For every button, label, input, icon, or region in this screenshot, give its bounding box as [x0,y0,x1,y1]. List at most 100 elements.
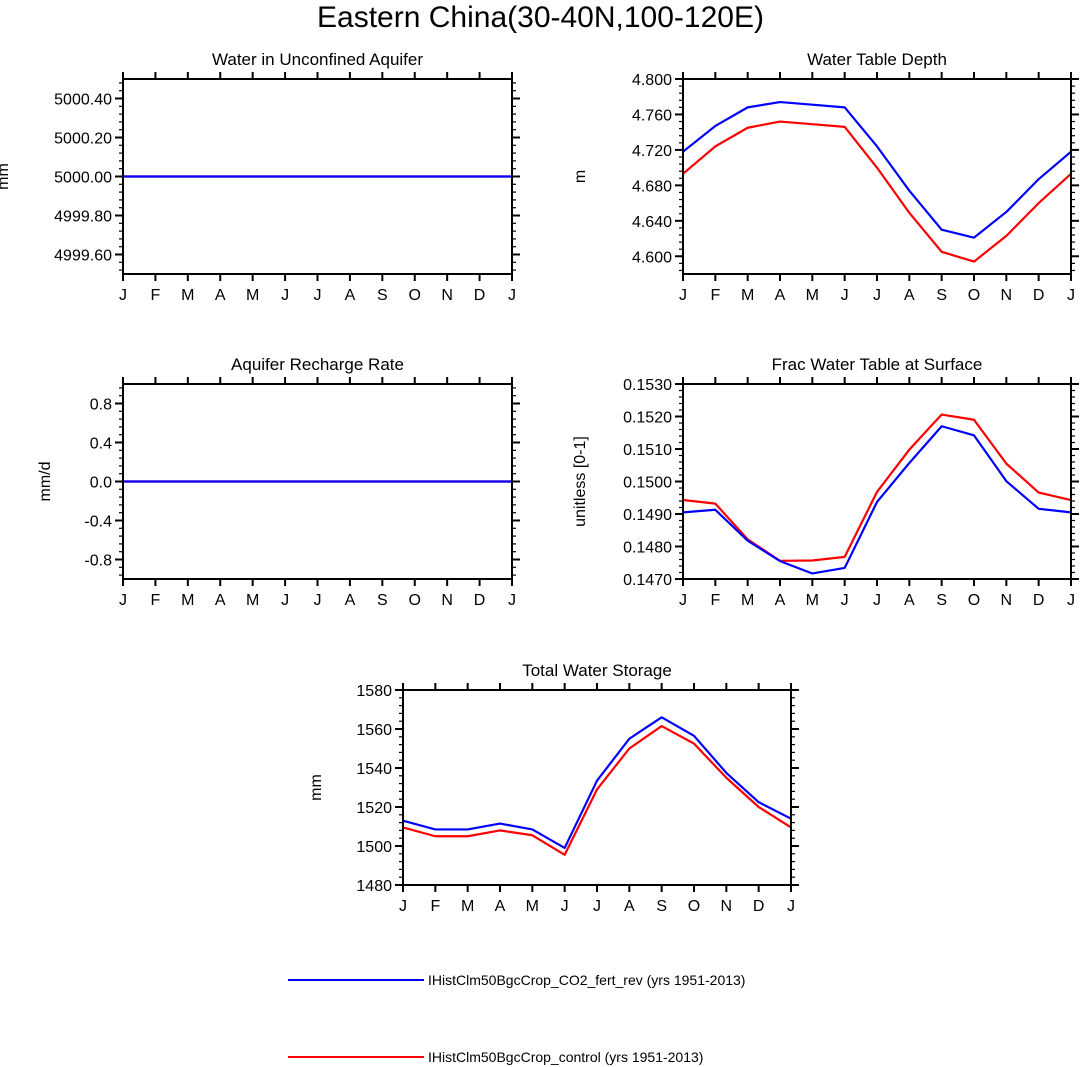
x-tick-label: J [679,592,687,609]
y-tick-label: 4.760 [632,107,672,124]
y-tick-label: 1500 [356,839,392,856]
y-axis-label: mm [308,774,325,801]
x-tick-label: D [474,592,486,609]
x-tick-label: A [624,898,635,915]
y-tick-label: 0.8 [90,397,112,414]
x-tick-label: J [508,592,516,609]
x-tick-label: S [377,287,388,304]
chart-title: Frac Water Table at Surface [772,355,983,374]
chart-panel-0: J F M A M J J A S O N D J 4999.60 4999.80 5000.00 5000.2… [0,50,520,304]
y-axis-label: unitless [0-1] [572,436,589,527]
y-tick-label: 5000.00 [54,170,112,187]
x-tick-label: F [430,898,440,915]
legend-label-control: IHistClm50BgcCrop_control (yrs 1951-2013… [428,1049,704,1065]
x-tick-label: M [806,287,819,304]
y-tick-label: 4999.80 [54,209,112,226]
y-tick-label: 0.0 [90,475,112,492]
legend-label-co2-fert-rev: IHistClm50BgcCrop_CO2_fert_rev (yrs 1951… [428,972,746,988]
chart-panel-4: J F M A M J J A S O N D J 1480 1500 1520 1540 1560 1580 Tot… [308,661,799,915]
x-tick-label: O [968,287,980,304]
x-tick-label: J [593,898,601,915]
x-tick-label: O [688,898,700,915]
x-tick-label: J [787,898,795,915]
series-line-control [682,120,1072,263]
y-tick-label: 0.4 [90,436,112,453]
chart-title: Aquifer Recharge Rate [231,355,404,374]
x-tick-label: A [215,287,226,304]
x-tick-label: M [526,898,539,915]
y-tick-label: 0.1520 [623,410,672,427]
x-tick-label: D [1033,592,1045,609]
y-tick-label: 0.1500 [623,475,672,492]
y-tick-label: 4.720 [632,143,672,160]
x-tick-label: S [377,592,388,609]
x-tick-label: J [841,592,849,609]
x-tick-label: A [495,898,506,915]
x-tick-label: J [1067,287,1075,304]
x-tick-label: S [656,898,667,915]
y-tick-label: 4.680 [632,178,672,195]
plot-frame [402,689,792,886]
x-tick-label: S [936,592,947,609]
chart-panel-2: J F M A M J J A S O N D J -0.8 -0.4 0.0 0.4 0.8 Aquifer Re… [37,355,520,609]
y-tick-label: 1480 [356,878,392,895]
x-tick-label: D [753,898,765,915]
y-tick-label: -0.8 [84,553,112,570]
y-tick-label: 0.1470 [623,572,672,589]
y-tick-label: 0.1490 [623,507,672,524]
chart-panel-3: J F M A M J J A S O N D J 0.1470 0.1480 0.1490 0.1500 0.1… [572,355,1079,609]
x-tick-label: F [151,592,161,609]
y-tick-label: -0.4 [84,514,112,531]
figure-title: Eastern China(30-40N,100-120E) [317,1,764,34]
x-tick-label: N [1001,287,1013,304]
chart-title: Total Water Storage [522,661,672,680]
x-tick-label: M [741,287,754,304]
y-tick-label: 5000.20 [54,131,112,148]
x-tick-label: M [246,287,259,304]
y-tick-label: 4999.60 [54,248,112,265]
x-tick-label: D [1033,287,1045,304]
x-tick-label: J [314,592,322,609]
x-tick-label: J [281,287,289,304]
chart-title: Water Table Depth [807,50,947,69]
x-tick-label: J [873,592,881,609]
series-line-control [402,724,792,856]
x-tick-label: J [281,592,289,609]
y-tick-label: 5000.40 [54,92,112,109]
y-axis-label: mm/d [37,462,54,502]
chart-panel-1: J F M A M J J A S O N D J 4.600 4.640 4.680 4.720 4.760 4.… [572,50,1079,304]
y-tick-label: 1540 [356,761,392,778]
x-tick-label: N [1001,592,1013,609]
y-tick-label: 4.640 [632,214,672,231]
y-tick-label: 0.1510 [623,442,672,459]
x-tick-label: A [904,287,915,304]
y-axis-label: m [572,170,589,183]
legend-line-control [288,1056,424,1058]
x-tick-label: M [246,592,259,609]
x-tick-label: J [119,592,127,609]
x-tick-label: N [441,287,453,304]
x-tick-label: A [775,287,786,304]
x-tick-label: M [806,592,819,609]
x-tick-label: J [314,287,322,304]
x-tick-label: A [775,592,786,609]
plot-frame [682,78,1072,275]
x-tick-label: A [345,287,356,304]
x-tick-label: F [710,592,720,609]
y-tick-label: 1520 [356,800,392,817]
x-tick-label: A [215,592,226,609]
x-tick-label: J [508,287,516,304]
x-tick-label: J [1067,592,1075,609]
x-tick-label: M [741,592,754,609]
x-tick-label: M [181,592,194,609]
x-tick-label: D [474,287,486,304]
series-line-co2-fert-rev [402,716,792,850]
series-line-co2-fert-rev [682,100,1072,239]
x-tick-label: F [710,287,720,304]
x-tick-label: F [151,287,161,304]
x-tick-label: O [409,592,421,609]
series-line-co2-fert-rev [682,425,1072,575]
y-tick-label: 0.1480 [623,540,672,557]
x-tick-label: N [441,592,453,609]
